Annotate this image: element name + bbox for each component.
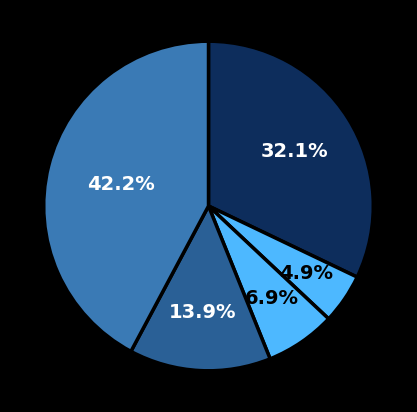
Wedge shape — [44, 41, 208, 351]
Text: 42.2%: 42.2% — [87, 175, 154, 194]
Text: 32.1%: 32.1% — [261, 142, 329, 161]
Wedge shape — [208, 206, 357, 319]
Wedge shape — [208, 206, 329, 359]
Text: 6.9%: 6.9% — [245, 289, 299, 308]
Text: 13.9%: 13.9% — [169, 304, 236, 323]
Text: 4.9%: 4.9% — [279, 264, 334, 283]
Wedge shape — [131, 206, 270, 371]
Wedge shape — [208, 41, 373, 277]
